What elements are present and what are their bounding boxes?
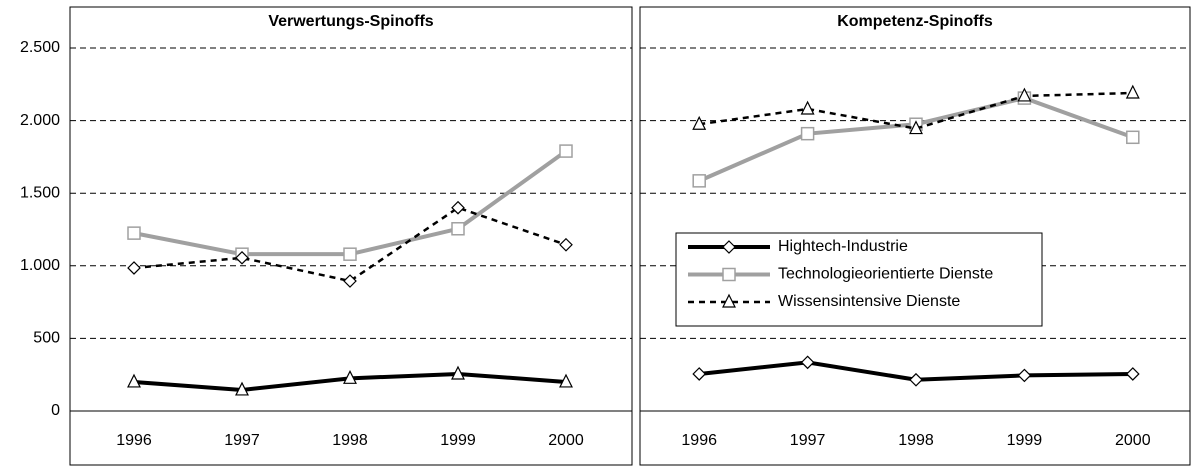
y-tick-label: 1.000 [20,257,60,274]
x-tick-label: 1996 [681,432,717,449]
marker [692,174,706,188]
x-tick-label: 1997 [790,432,826,449]
chart-title: Verwertungs-Spinoffs [268,13,433,30]
marker [800,100,815,115]
x-tick-label: 1999 [440,432,476,449]
y-tick-label: 1.500 [20,184,60,201]
legend-marker [722,293,736,308]
x-tick-label: 2000 [1115,432,1151,449]
marker [451,222,465,236]
left-frame [69,6,633,466]
marker [343,274,357,288]
series-line [699,91,1133,130]
x-tick-label: 2000 [548,432,584,449]
x-tick-label: 1998 [332,432,368,449]
marker [1125,84,1140,99]
marker [559,373,573,388]
chart-title: Kompetenz-Spinoffs [837,13,993,30]
legend-label: Technologieorientierte Dienste [778,266,993,283]
marker [559,237,573,252]
legend-label: Hightech-Industrie [778,238,908,255]
series-line [133,149,568,257]
right-frame [639,6,1191,466]
marker [235,381,249,396]
x-tick-label: 1996 [116,432,152,449]
y-tick-label: 0 [51,402,60,419]
marker [235,250,249,265]
x-tick-label: 1998 [898,432,934,449]
y-tick-label: 2.500 [20,39,60,56]
series-line [133,206,567,283]
marker [1017,368,1032,383]
marker [127,261,141,275]
marker [559,144,573,158]
marker [692,115,707,130]
marker [1017,87,1032,102]
x-tick-label: 1999 [1007,432,1043,449]
legend-marker [722,267,736,282]
marker [1126,130,1140,145]
legend-marker [722,240,736,254]
marker [127,373,141,388]
marker [909,120,923,135]
marker [909,372,923,387]
marker [343,247,357,261]
marker [127,226,141,240]
marker [1125,367,1140,381]
y-tick-label: 500 [33,330,60,347]
marker [692,367,707,381]
series-line [698,96,1134,183]
marker [451,200,465,215]
marker [800,355,815,370]
legend-label: Wissensintensive Dienste [778,293,960,310]
x-tick-label: 1997 [224,432,260,449]
y-tick-label: 2.000 [20,112,60,129]
marker [451,365,465,380]
marker [800,126,815,141]
marker [343,369,357,384]
